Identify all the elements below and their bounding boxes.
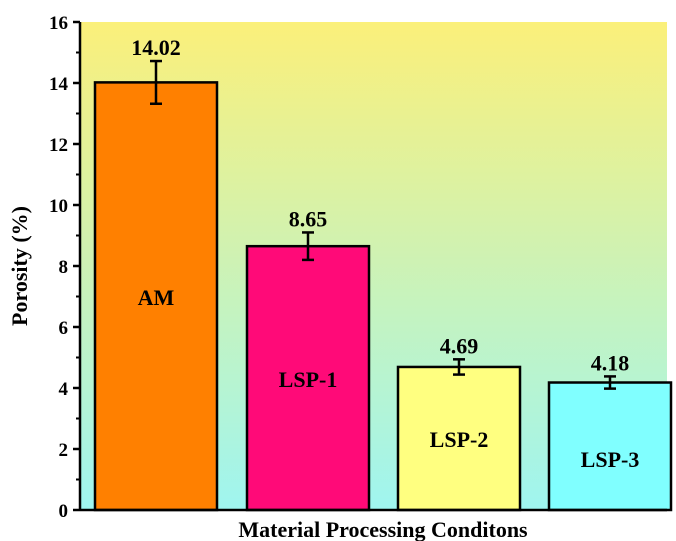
bar-category-label: LSP-3 [581,447,640,472]
y-tick-label: 12 [49,135,68,156]
y-tick-label: 0 [59,501,69,522]
bar-category-label: LSP-1 [279,367,338,392]
value-label: 4.18 [591,350,630,375]
bar-category-label: AM [138,285,175,310]
bar-lsp-2 [396,365,522,512]
y-tick-label: 16 [49,13,68,34]
x-axis-title: Material Processing Conditons [238,517,528,541]
y-tick-label: 2 [59,440,69,461]
y-axis-title: Porosity (%) [7,206,32,326]
value-label: 14.02 [131,35,181,60]
bar-am [93,81,219,512]
y-tick-label: 4 [59,379,69,400]
value-label: 8.65 [289,206,328,231]
value-label: 4.69 [440,333,479,358]
y-tick-label: 10 [49,196,68,217]
bar-category-label: LSP-2 [430,427,489,452]
y-tick-label: 8 [59,257,69,278]
y-tick-label: 14 [49,74,69,95]
y-tick-label: 6 [59,318,69,339]
